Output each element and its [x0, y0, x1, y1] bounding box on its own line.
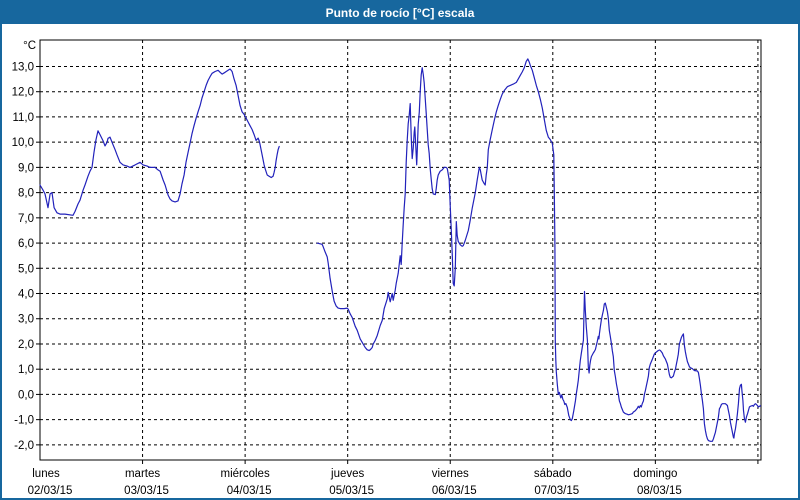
chart-title: Punto de rocío [°C] escala	[325, 6, 475, 20]
y-tick-label: 8,0	[18, 188, 34, 200]
x-day-label: martes	[125, 468, 160, 480]
y-tick-label: 1,0	[18, 364, 34, 376]
y-tick-label: 6,0	[18, 238, 34, 250]
y-tick-label: 10,0	[12, 137, 34, 149]
x-date-label: 02/03/15	[28, 485, 73, 497]
x-day-label: lunes	[32, 468, 60, 480]
y-tick-label: 4,0	[18, 289, 34, 301]
x-date-label: 06/03/15	[432, 485, 477, 497]
title-bar: Punto de rocío [°C] escala	[2, 2, 798, 24]
y-tick-label: 5,0	[18, 263, 34, 275]
y-tick-label: -2,0	[14, 440, 34, 452]
y-tick-label: 12,0	[12, 87, 34, 99]
y-tick-label: 2,0	[18, 339, 34, 351]
y-tick-label: 11,0	[12, 112, 34, 124]
plot-frame	[39, 39, 762, 461]
x-day-label: domingo	[633, 468, 677, 480]
y-tick-label: 3,0	[18, 314, 34, 326]
x-date-label: 04/03/15	[227, 485, 272, 497]
chart-area: 13,0 12,0 11,0 10,0 9,0 8,0 7,0 6,0 5,0 4,0 3,0 2,0…	[2, 24, 798, 498]
dewpoint-chart: 13,0 12,0 11,0 10,0 9,0 8,0 7,0 6,0 5,0 4,0 3,0 2,0…	[12, 39, 762, 497]
y-tick-label: -1,0	[14, 415, 34, 427]
x-date-label: 05/03/15	[329, 485, 374, 497]
x-day-label: sábado	[534, 468, 572, 480]
x-date-label: 07/03/15	[534, 485, 579, 497]
x-day-label: viernes	[432, 468, 469, 480]
x-date-label: 08/03/15	[637, 485, 682, 497]
y-axis-unit-label: °C	[23, 40, 36, 52]
series-line	[316, 58, 762, 442]
y-tick-label: 7,0	[18, 213, 34, 225]
x-date-label: 03/03/15	[124, 485, 169, 497]
series-line	[39, 68, 280, 216]
x-day-label: miércoles	[221, 468, 270, 480]
x-day-label: jueves	[330, 468, 364, 480]
y-tick-label: 0,0	[18, 389, 34, 401]
y-tick-label: 13,0	[12, 61, 34, 73]
y-tick-label: 9,0	[18, 162, 34, 174]
